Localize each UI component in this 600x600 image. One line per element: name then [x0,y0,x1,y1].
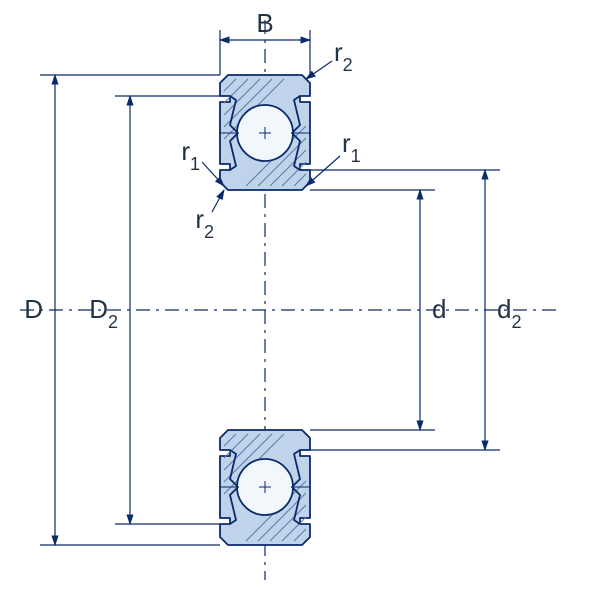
dim-label-r2-bot: r2 [195,204,214,242]
dim-label-d2: d2 [497,294,521,332]
section-lower [220,430,310,545]
section-upper [220,75,310,190]
dim-label-d: d [432,294,446,324]
dim-label-r2-top: r2 [334,37,353,75]
dim-label-B: B [256,8,273,38]
bearing-diagram: B D D2 d d2 r2 r1 r1 r2 [0,0,600,600]
dim-label-r1-left: r1 [181,136,200,174]
dim-label-D: D [24,294,43,324]
dim-label-r1-right: r1 [342,128,361,166]
dim-label-D2: D2 [89,294,118,332]
